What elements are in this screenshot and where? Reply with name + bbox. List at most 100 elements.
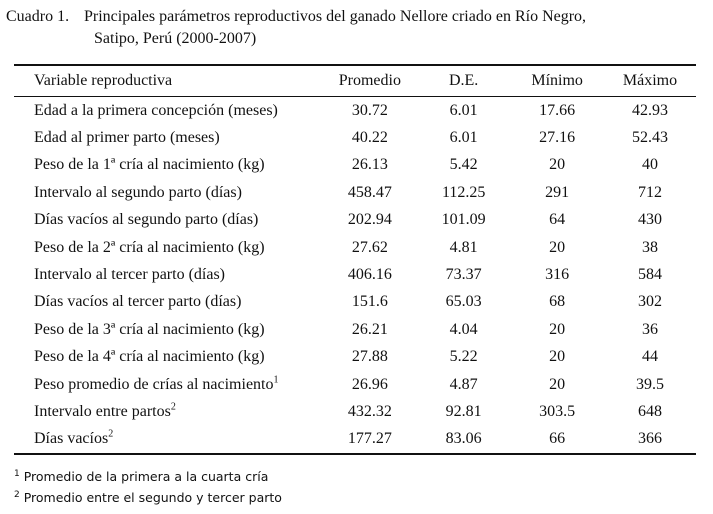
cell-maximo: 40 [604, 152, 696, 179]
cell-minimo: 20 [510, 316, 604, 343]
cell-promedio-text: 30.72 [351, 101, 388, 119]
cell-variable-text: Intervalo al tercer parto (días) [34, 266, 226, 284]
cell-de-text: 6.01 [449, 129, 478, 147]
footnote-marker: 2 [108, 429, 114, 441]
cell-promedio: 406.16 [323, 261, 417, 288]
cell-promedio-text: 458.47 [347, 183, 392, 201]
footnotes: 1 Promedio de la primera a la cuarta crí… [14, 466, 282, 508]
cell-maximo-text: 36 [642, 320, 658, 338]
cell-variable-text: Días vacíos [34, 430, 109, 448]
cell-promedio: 432.32 [323, 398, 417, 425]
cell-variable: Intervalo al tercer parto (días) [14, 261, 323, 288]
cell-promedio-text: 40.22 [351, 129, 388, 147]
footnote-mark: 1 [14, 468, 20, 479]
cell-variable: Edad al primer parto (meses) [14, 124, 323, 151]
cell-variable: Días vacíos al segundo parto (días) [14, 207, 323, 234]
cell-variable: Peso de la 1ª cría al nacimiento (kg) [14, 152, 323, 179]
cell-promedio: 26.96 [323, 371, 417, 398]
cell-de-text: 101.09 [441, 211, 486, 229]
table-row: Días vacíos al tercer parto (días) 151.6 6… [14, 289, 696, 316]
cell-minimo: 303.5 [510, 398, 604, 425]
cell-promedio-text: 432.32 [347, 402, 392, 420]
cell-variable-text: Días vacíos al segundo parto (días) [34, 211, 259, 229]
cell-promedio: 202.94 [323, 207, 417, 234]
cell-de: 5.22 [417, 344, 510, 371]
header-minimo: Mínimo [531, 72, 583, 89]
cell-variable-text: Peso de la 2ª cría al nacimiento (kg) [34, 238, 265, 256]
cell-maximo-text: 39.5 [636, 375, 664, 393]
cell-promedio-text: 177.27 [347, 430, 392, 448]
cell-de: 92.81 [417, 398, 510, 425]
caption-label: Cuadro 1. [6, 8, 70, 25]
cell-promedio: 27.62 [323, 234, 417, 261]
cell-maximo: 42.93 [604, 97, 696, 125]
cell-variable: Intervalo al segundo parto (días) [14, 179, 323, 206]
cell-de-text: 4.04 [449, 320, 478, 338]
footnote-text: Promedio entre el segundo y tercer parto [23, 490, 282, 505]
cell-de: 65.03 [417, 289, 510, 316]
cell-variable: Peso de la 3ª cría al nacimiento (kg) [14, 316, 323, 343]
table-row: Intervalo al segundo parto (días) 458.47 1… [14, 179, 696, 206]
cell-minimo-text: 20 [549, 375, 566, 393]
table-body: Edad a la primera concepción (meses) 30.7… [14, 97, 696, 455]
cell-variable-text: Edad al primer parto (meses) [34, 129, 220, 147]
reproductive-parameters-table: Variable reproductiva Promedio D.E. Míni… [14, 64, 696, 455]
header-maximo: Máximo [622, 72, 678, 89]
cell-de: 4.87 [417, 371, 510, 398]
cell-variable: Peso de la 2ª cría al nacimiento (kg) [14, 234, 323, 261]
cell-promedio: 26.21 [323, 316, 417, 343]
cell-minimo: 291 [510, 179, 604, 206]
cell-variable-text: Edad a la primera concepción (meses) [34, 101, 278, 119]
header-de: D.E. [448, 72, 479, 89]
table-row: Días vacíos2 177.27 83.06 66 366 [14, 426, 696, 455]
cell-minimo-text: 20 [549, 320, 566, 338]
cell-de-text: 112.25 [441, 183, 486, 201]
table-row: Intervalo entre partos2 432.32 92.81 303.5 6… [14, 398, 696, 425]
cell-maximo-text: 52.43 [632, 129, 668, 147]
cell-maximo: 39.5 [604, 371, 696, 398]
caption-line-2: Satipo, Perú (2000-2007) [94, 30, 257, 47]
cell-de: 4.04 [417, 316, 510, 343]
cell-minimo: 66 [510, 426, 604, 454]
cell-de: 101.09 [417, 207, 510, 234]
cell-minimo-text: 316 [545, 266, 570, 284]
table-row: Edad a la primera concepción (meses) 30.7… [14, 97, 696, 125]
cell-de-text: 5.42 [449, 156, 478, 174]
cell-de-text: 92.81 [445, 402, 482, 420]
cell-maximo-text: 44 [642, 348, 658, 366]
cell-promedio: 30.72 [323, 97, 417, 125]
cell-promedio: 26.13 [323, 152, 417, 179]
cell-maximo: 302 [604, 289, 696, 316]
header-row: Variable reproductiva Promedio D.E. Míni… [14, 65, 696, 97]
cell-promedio-text: 406.16 [347, 266, 392, 284]
cell-de-text: 5.22 [449, 348, 478, 366]
cell-maximo: 52.43 [604, 124, 696, 151]
cell-de-text: 6.01 [449, 101, 478, 119]
cell-promedio-text: 26.96 [351, 375, 388, 393]
cell-de-text: 83.06 [445, 430, 482, 448]
cell-promedio: 458.47 [323, 179, 417, 206]
cell-variable-text: Peso promedio de crías al nacimiento [34, 375, 274, 393]
cell-maximo: 584 [604, 261, 696, 288]
cell-maximo-text: 302 [638, 293, 662, 311]
cell-variable-text: Intervalo al segundo parto (días) [34, 183, 242, 201]
cell-maximo-text: 584 [638, 266, 662, 284]
cell-maximo-text: 366 [638, 430, 662, 448]
cell-de-text: 73.37 [445, 266, 482, 284]
cell-minimo-text: 20 [549, 156, 566, 174]
table-row: Edad al primer parto (meses) 40.22 6.01 27.… [14, 124, 696, 151]
cell-promedio: 40.22 [323, 124, 417, 151]
cell-maximo: 430 [604, 207, 696, 234]
cell-promedio-text: 151.6 [351, 293, 388, 311]
cell-promedio: 151.6 [323, 289, 417, 316]
cell-de-text: 4.81 [449, 238, 478, 256]
cell-minimo: 17.66 [510, 97, 604, 125]
caption-line-1: Principales parámetros reproductivos del… [84, 8, 587, 25]
cell-maximo: 366 [604, 426, 696, 454]
header-variable: Variable reproductiva [34, 72, 173, 89]
cell-maximo-text: 38 [642, 238, 658, 256]
table-row: Peso de la 4ª cría al nacimiento (kg) 27.… [14, 344, 696, 371]
table-row: Días vacíos al segundo parto (días) 202.9… [14, 207, 696, 234]
cell-minimo-text: 20 [549, 238, 566, 256]
cell-variable: Peso de la 4ª cría al nacimiento (kg) [14, 344, 323, 371]
